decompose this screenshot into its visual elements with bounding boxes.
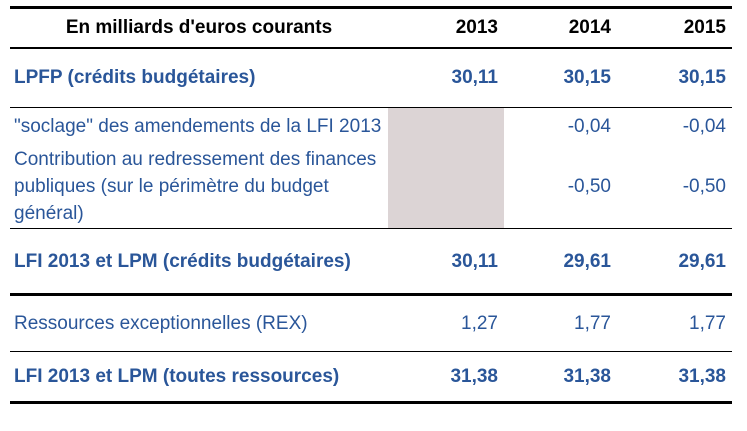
value-cell: 30,15: [504, 47, 617, 108]
table-row-lfi-total: LFI 2013 et LPM (toutes ressources) 31,3…: [10, 351, 732, 404]
value-cell: -0,04: [682, 115, 726, 137]
budget-table: En milliards d'euros courants 2013 2014 …: [10, 6, 732, 404]
value-cell: 1,77: [504, 294, 617, 352]
year-header-2014: 2014: [504, 7, 617, 49]
value-cell: -0,04: [567, 115, 611, 137]
value-cell: 1,77: [617, 294, 732, 352]
year-header-2015: 2015: [617, 7, 732, 49]
value-cell: 30,11: [388, 47, 504, 108]
table-row-soclage: "soclage" des amendements de la LFI 2013…: [10, 107, 732, 229]
unit-header-cell: En milliards d'euros courants: [10, 7, 388, 49]
row-label: "soclage" des amendements de la LFI 2013: [14, 115, 382, 137]
row-label: LPFP (crédits budgétaires): [10, 47, 388, 108]
budget-table-container: En milliards d'euros courants 2013 2014 …: [10, 6, 732, 404]
shaded-empty-cell-2013: [388, 107, 504, 229]
value-cell: 31,38: [617, 351, 732, 404]
value-cell: 30,15: [617, 47, 732, 108]
year-header-2013: 2013: [388, 7, 504, 49]
value-cell: -0,50: [504, 144, 617, 229]
value-cell: 31,38: [388, 351, 504, 404]
value-cell: 1,27: [388, 294, 504, 352]
row-label: Contribution au redressement des finance…: [10, 144, 388, 229]
value-cell: 30,11: [388, 228, 504, 296]
row-label: LFI 2013 et LPM (crédits budgétaires): [10, 228, 388, 296]
row-label: Ressources exceptionnelles (REX): [10, 294, 388, 352]
table-header-row: En milliards d'euros courants 2013 2014 …: [10, 7, 732, 49]
table-row-contribution: Contribution au redressement des finance…: [10, 144, 732, 229]
table-row-lpfp: LPFP (crédits budgétaires) 30,11 30,15 3…: [10, 47, 732, 108]
table-row-rex: Ressources exceptionnelles (REX) 1,27 1,…: [10, 294, 732, 352]
value-cell: -0,50: [617, 144, 732, 229]
row-label: LFI 2013 et LPM (toutes ressources): [10, 351, 388, 404]
value-cell: 29,61: [504, 228, 617, 296]
table-row-lfi-credits: LFI 2013 et LPM (crédits budgétaires) 30…: [10, 228, 732, 296]
value-cell: 29,61: [617, 228, 732, 296]
value-cell: 31,38: [504, 351, 617, 404]
